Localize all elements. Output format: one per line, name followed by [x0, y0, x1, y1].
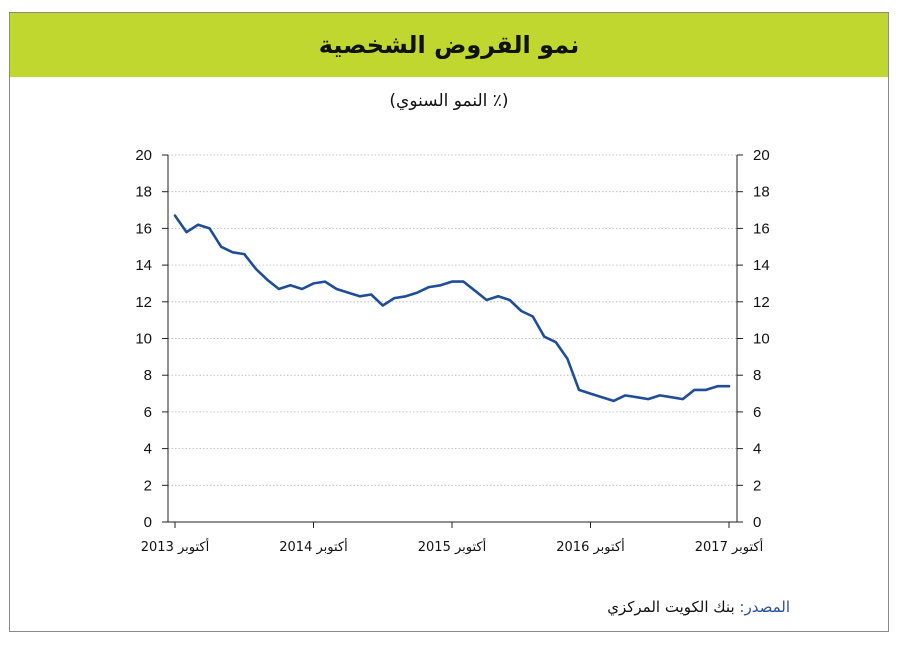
- y-tick-label-left: 6: [144, 404, 152, 421]
- y-tick-label-right: 4: [753, 441, 761, 458]
- y-tick-label-right: 16: [753, 220, 770, 237]
- y-tick-label-left: 12: [135, 294, 152, 311]
- y-tick-label-left: 16: [135, 220, 152, 237]
- y-tick-label-left: 10: [135, 331, 152, 348]
- source-text: بنك الكويت المركزي: [607, 598, 740, 616]
- y-tick-label-right: 8: [753, 367, 761, 384]
- source-note: المصدر: بنك الكويت المركزي: [607, 598, 790, 616]
- y-tick-label-left: 8: [144, 367, 152, 384]
- x-tick-label: أكتوبر 2014: [279, 538, 347, 555]
- source-label: المصدر:: [739, 598, 790, 616]
- y-tick-label-right: 20: [753, 147, 770, 164]
- y-tick-label-left: 14: [135, 257, 152, 274]
- y-tick-label-right: 12: [753, 294, 770, 311]
- y-tick-label-left: 0: [144, 514, 152, 531]
- chart-card: نمو القروض الشخصية (٪ النمو السنوي) المص…: [9, 12, 889, 632]
- series-line: [173, 214, 731, 403]
- y-tick-label-left: 20: [135, 147, 152, 164]
- x-tick-label: أكتوبر 2017: [695, 538, 763, 555]
- x-tick-label: أكتوبر 2016: [556, 538, 624, 555]
- y-tick-label-right: 18: [753, 184, 770, 201]
- y-tick-label-right: 14: [753, 257, 770, 274]
- y-tick-label-right: 10: [753, 331, 770, 348]
- y-tick-label-right: 6: [753, 404, 761, 421]
- y-tick-label-left: 18: [135, 184, 152, 201]
- y-tick-label-right: 2: [753, 477, 761, 494]
- chart-title: نمو القروض الشخصية: [318, 31, 580, 59]
- chart-subtitle: (٪ النمو السنوي): [389, 91, 509, 111]
- x-tick-label: أكتوبر 2015: [418, 538, 486, 555]
- y-tick-label-left: 4: [144, 441, 152, 458]
- title-bar: نمو القروض الشخصية: [10, 13, 888, 77]
- x-tick-label: أكتوبر 2013: [141, 538, 209, 555]
- y-tick-label-right: 0: [753, 514, 761, 531]
- y-tick-label-left: 2: [144, 477, 152, 494]
